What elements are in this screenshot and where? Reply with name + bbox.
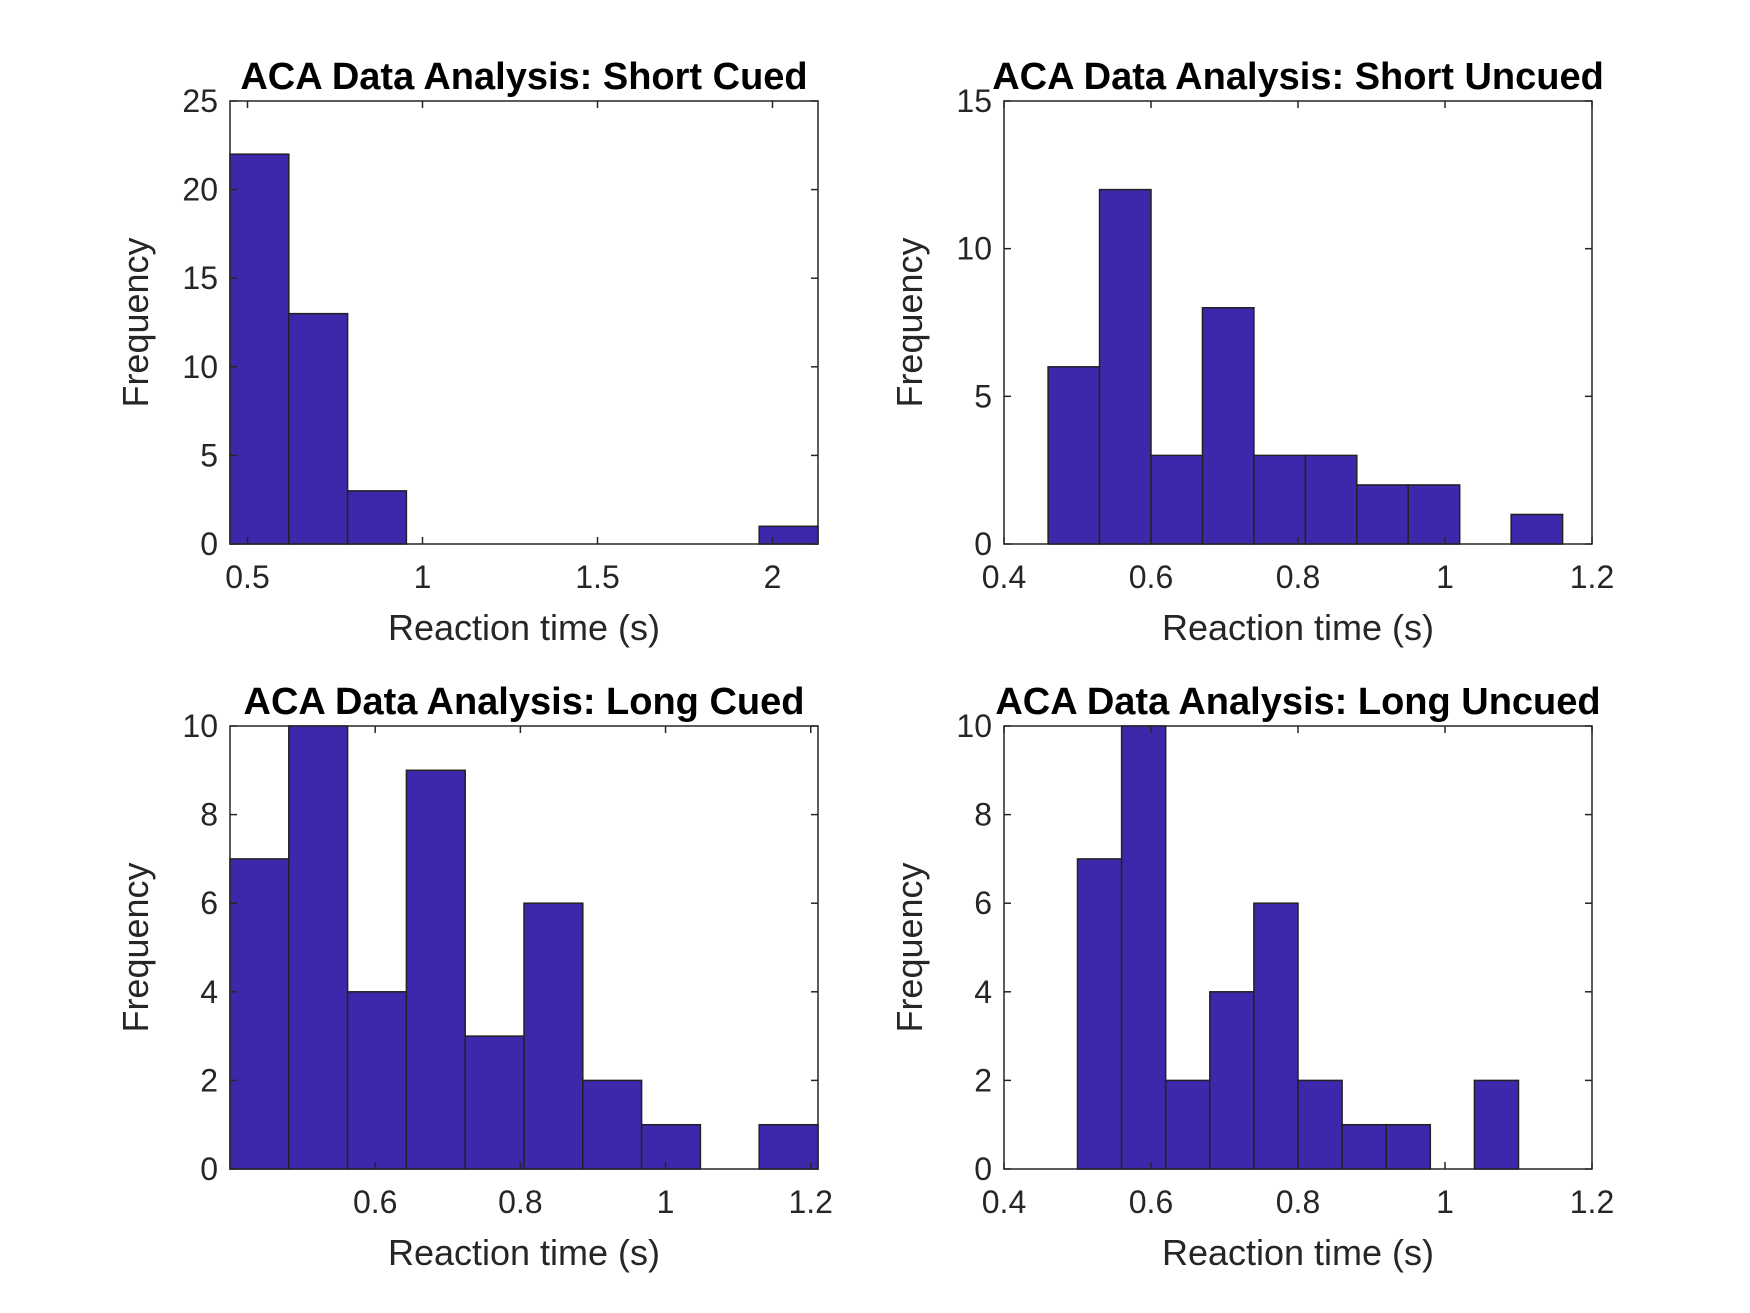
y-tick-label: 4 (974, 974, 992, 1010)
histogram-bar (346, 490, 408, 545)
y-tick-label: 2 (200, 1062, 218, 1098)
x-tick-label: 1.2 (1570, 1184, 1614, 1220)
histogram-bar (1209, 991, 1255, 1170)
x-tick-label: 1 (1436, 1184, 1454, 1220)
histogram-bar (1356, 484, 1410, 545)
y-tick-label: 0 (200, 1151, 218, 1187)
y-tick-label: 0 (974, 1151, 992, 1187)
histogram-bar (582, 1079, 643, 1170)
histogram-bar (405, 769, 466, 1170)
histogram-bar (758, 525, 819, 545)
histogram-bar (1120, 725, 1167, 1170)
histogram-bar (229, 858, 290, 1170)
histogram-bar (288, 312, 349, 545)
y-tick-label: 5 (200, 437, 218, 473)
x-tick-label: 0.4 (982, 1184, 1026, 1220)
y-tick-label: 4 (200, 974, 218, 1010)
x-tick-label: 1 (657, 1184, 675, 1220)
y-tick-label: 6 (200, 885, 218, 921)
y-tick-label: 20 (182, 172, 218, 208)
histogram-bar (523, 902, 584, 1170)
x-tick-label: 0.6 (1129, 1184, 1173, 1220)
x-tick-label: 1 (1436, 559, 1454, 595)
histogram-bar (1341, 1123, 1387, 1170)
y-tick-label: 10 (182, 349, 218, 385)
x-tick-label: 0.4 (982, 559, 1026, 595)
histogram-bar (1385, 1123, 1432, 1170)
y-axis-label: Frequency (889, 862, 930, 1032)
histogram-bar (1297, 1079, 1343, 1170)
y-tick-label: 8 (974, 797, 992, 833)
chart-title: ACA Data Analysis: Long Uncued (995, 681, 1600, 723)
x-tick-label: 0.8 (1276, 559, 1320, 595)
y-tick-label: 10 (956, 231, 992, 267)
x-tick-label: 1 (414, 559, 432, 595)
y-axis-label: Frequency (889, 237, 930, 407)
y-tick-label: 8 (200, 797, 218, 833)
histogram-bar (1407, 484, 1461, 545)
chart-title: ACA Data Analysis: Long Cued (244, 681, 805, 723)
histogram-panel-3: 0.6 0.8 1 1.2 0 2 4 6 8 10 ACA Data Analysis: Long… (115, 681, 833, 1273)
y-tick-label: 5 (974, 378, 992, 414)
y-tick-label: 2 (974, 1062, 992, 1098)
histogram-bar (1076, 858, 1123, 1170)
x-tick-label: 1.2 (1570, 559, 1614, 595)
histogram-bar (1164, 1079, 1211, 1170)
y-tick-label: 15 (956, 83, 992, 119)
x-tick-label: 1.2 (788, 1184, 832, 1220)
y-tick-label: 15 (182, 260, 218, 296)
x-axis-label: Reaction time (s) (388, 607, 660, 648)
histogram-bar (1150, 454, 1204, 545)
y-tick-label: 0 (200, 526, 218, 562)
x-axis-label: Reaction time (s) (1162, 607, 1434, 648)
x-tick-label: 1.5 (575, 559, 619, 595)
histogram-bar (758, 1123, 819, 1170)
histogram-bar (1473, 1079, 1520, 1170)
chart-title: ACA Data Analysis: Short Cued (240, 56, 807, 98)
histogram-bar (1098, 188, 1152, 545)
y-tick-label: 25 (182, 83, 218, 119)
histogram-bar (288, 725, 349, 1170)
x-tick-label: 0.8 (498, 1184, 542, 1220)
histogram-bar (1047, 366, 1101, 545)
y-tick-label: 6 (974, 885, 992, 921)
histogram-bar (1510, 513, 1564, 545)
histogram-bar (1304, 454, 1358, 545)
chart-title: ACA Data Analysis: Short Uncued (992, 56, 1604, 98)
x-axis-label: Reaction time (s) (1162, 1232, 1434, 1273)
histogram-bar (640, 1123, 702, 1170)
histogram-bar (464, 1035, 525, 1170)
y-tick-label: 10 (182, 708, 218, 744)
histogram-bar (1201, 306, 1255, 545)
x-tick-label: 0.8 (1276, 1184, 1320, 1220)
x-axis-label: Reaction time (s) (388, 1232, 660, 1273)
x-tick-label: 2 (764, 559, 782, 595)
x-tick-label: 0.6 (353, 1184, 397, 1220)
histogram-bar (229, 153, 290, 545)
histogram-bar (1253, 454, 1307, 545)
y-axis-label: Frequency (115, 237, 156, 407)
y-axis-label: Frequency (115, 862, 156, 1032)
x-tick-label: 0.5 (225, 559, 269, 595)
y-tick-label: 0 (974, 526, 992, 562)
y-tick-label: 10 (956, 708, 992, 744)
histogram-bar (346, 991, 408, 1170)
x-tick-label: 0.6 (1129, 559, 1173, 595)
histogram-bar (1253, 902, 1299, 1170)
